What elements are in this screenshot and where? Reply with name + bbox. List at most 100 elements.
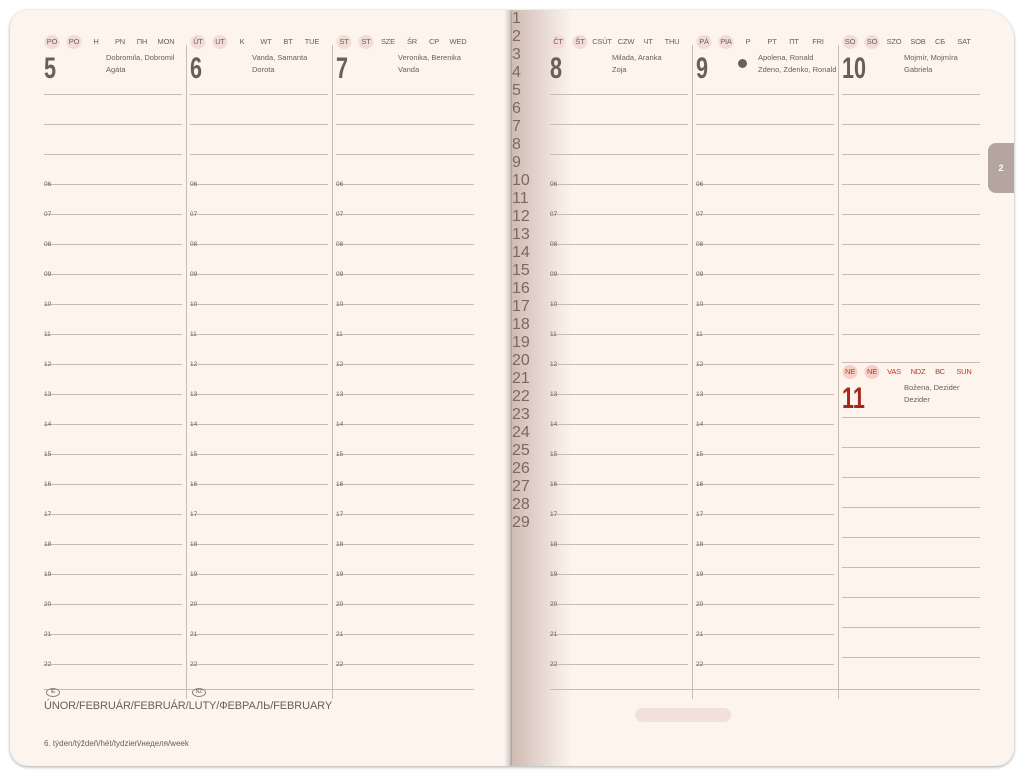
ruled-line[interactable] [44,364,182,365]
ruled-line[interactable] [190,244,328,245]
ruled-line[interactable] [842,657,980,658]
ruled-line[interactable] [696,604,834,605]
ruled-line[interactable] [696,304,834,305]
ruled-line[interactable] [336,484,474,485]
ruled-line[interactable] [550,604,688,605]
ruled-line[interactable] [44,664,182,665]
ruled-line[interactable] [842,627,980,628]
ruled-line[interactable] [44,304,182,305]
ruled-line[interactable] [44,604,182,605]
ruled-line[interactable] [696,94,834,95]
ruled-line[interactable] [44,274,182,275]
strip-day[interactable]: 12 [512,208,1014,226]
ruled-line[interactable] [696,154,834,155]
ruled-line[interactable] [190,304,328,305]
ruled-line[interactable] [550,424,688,425]
strip-day[interactable]: 3 [512,46,1014,64]
ruled-line[interactable] [336,364,474,365]
ruled-line[interactable] [44,124,182,125]
ruled-line[interactable] [696,124,834,125]
ruled-line[interactable] [44,184,182,185]
ruled-line[interactable] [842,447,980,448]
ruled-line[interactable] [550,544,688,545]
strip-day[interactable]: 29 [512,514,1014,532]
ruled-line[interactable] [550,214,688,215]
ruled-line[interactable] [336,394,474,395]
ruled-line[interactable] [190,604,328,605]
strip-day[interactable]: 11 [512,190,1014,208]
ruled-line[interactable] [190,544,328,545]
strip-day[interactable]: 20 [512,352,1014,370]
ruled-line[interactable] [44,244,182,245]
ruled-line[interactable] [842,417,980,418]
strip-day[interactable]: 17 [512,298,1014,316]
ruled-line[interactable] [696,364,834,365]
strip-day[interactable]: 14 [512,244,1014,262]
ruled-line[interactable] [190,424,328,425]
ruled-line[interactable] [44,154,182,155]
ruled-line[interactable] [550,154,688,155]
strip-day[interactable]: 13 [512,226,1014,244]
ruled-line[interactable] [842,362,980,363]
ruled-line[interactable] [550,634,688,635]
ruled-line[interactable] [842,597,980,598]
strip-day[interactable]: 16 [512,280,1014,298]
ruled-line[interactable] [44,214,182,215]
ruled-line[interactable] [696,244,834,245]
ruled-line[interactable] [336,184,474,185]
ruled-line[interactable] [44,394,182,395]
ruled-line[interactable] [550,274,688,275]
strip-day[interactable]: 27 [512,478,1014,496]
ruled-line[interactable] [336,634,474,635]
strip-day[interactable]: 9 [512,154,1014,172]
ruled-line[interactable] [696,214,834,215]
ruled-line[interactable] [550,334,688,335]
ruled-line[interactable] [336,94,474,95]
ruled-line[interactable] [842,537,980,538]
ruled-line[interactable] [550,484,688,485]
ruled-line[interactable] [336,154,474,155]
ruled-line[interactable] [190,514,328,515]
strip-day[interactable]: 28 [512,496,1014,514]
ruled-line[interactable] [190,154,328,155]
strip-day[interactable]: 5 [512,82,1014,100]
strip-day[interactable]: 4 [512,64,1014,82]
strip-day[interactable]: 23 [512,406,1014,424]
ruled-line[interactable] [842,214,980,215]
ruled-line[interactable] [842,274,980,275]
ruled-line[interactable] [696,424,834,425]
ruled-line[interactable] [190,214,328,215]
ruled-line[interactable] [696,184,834,185]
strip-day[interactable]: 8 [512,136,1014,154]
ruled-line[interactable] [550,394,688,395]
ruled-line[interactable] [696,274,834,275]
ruled-line[interactable] [336,604,474,605]
ruled-line[interactable] [696,664,834,665]
ruled-line[interactable] [336,574,474,575]
ruled-line[interactable] [336,124,474,125]
ruled-line[interactable] [696,454,834,455]
ruled-line[interactable] [336,214,474,215]
ruled-line[interactable] [550,364,688,365]
ruled-line[interactable] [44,94,182,95]
ruled-line[interactable] [190,124,328,125]
ruled-line[interactable] [696,484,834,485]
strip-day[interactable]: 15 [512,262,1014,280]
ruled-line[interactable] [44,454,182,455]
ruled-line[interactable] [550,124,688,125]
ruled-line[interactable] [550,244,688,245]
ruled-line[interactable] [696,394,834,395]
ruled-line[interactable] [44,514,182,515]
ruled-line[interactable] [336,664,474,665]
ruled-line[interactable] [44,634,182,635]
ruled-line[interactable] [696,544,834,545]
ruled-line[interactable] [336,334,474,335]
ruled-line[interactable] [190,664,328,665]
ruled-line[interactable] [190,574,328,575]
ruled-line[interactable] [842,567,980,568]
ruled-line[interactable] [550,184,688,185]
ruled-line[interactable] [190,274,328,275]
ruled-line[interactable] [336,244,474,245]
ruled-line[interactable] [842,334,980,335]
ruled-line[interactable] [842,124,980,125]
